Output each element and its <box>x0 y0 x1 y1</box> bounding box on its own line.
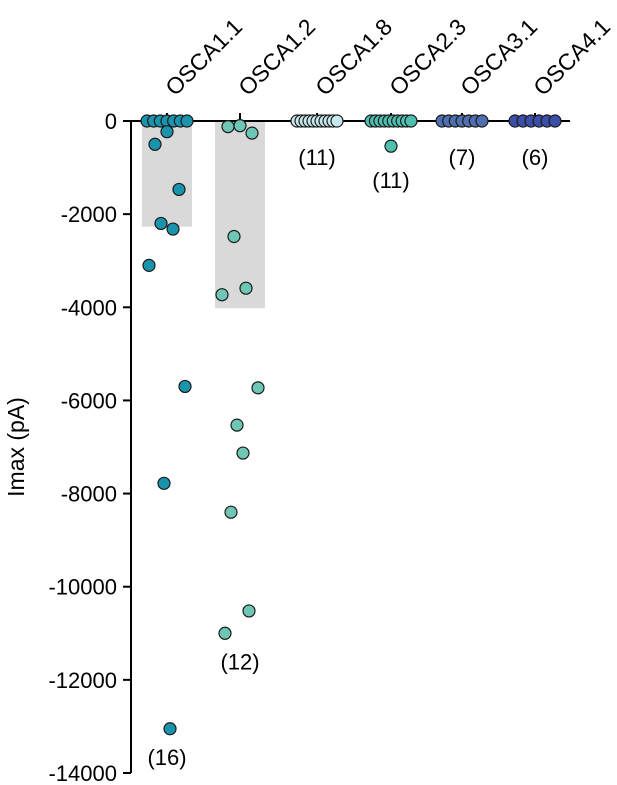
data-point <box>180 114 194 128</box>
data-point <box>227 229 241 244</box>
n-label: (6) <box>522 145 549 170</box>
y-tick-label: -4000 <box>61 295 117 320</box>
data-points <box>140 114 562 736</box>
y-tick-label: -12000 <box>48 668 117 693</box>
y-tick-label: -2000 <box>61 202 117 227</box>
data-point <box>242 604 256 618</box>
data-point <box>224 505 238 519</box>
data-point <box>218 626 232 640</box>
n-label: (12) <box>220 649 259 674</box>
data-point <box>215 288 229 302</box>
data-point <box>251 381 265 395</box>
labels: 0 -2000 -4000 -6000 -8000 -10000 -12000 -14000 O… <box>3 13 615 785</box>
mean-bar <box>215 121 265 309</box>
data-point <box>157 476 171 490</box>
mean-bars <box>142 121 416 309</box>
data-point <box>142 258 156 272</box>
data-point <box>475 114 489 128</box>
data-point <box>178 379 192 394</box>
data-point <box>404 114 418 128</box>
x-category-label: OSCA1.1 <box>160 13 247 100</box>
data-point <box>163 722 177 736</box>
data-point <box>233 119 247 133</box>
data-point <box>166 222 180 236</box>
data-point <box>172 182 186 197</box>
data-point <box>160 125 174 139</box>
data-point <box>154 216 168 231</box>
data-point <box>230 418 244 432</box>
n-label: (16) <box>147 745 186 770</box>
n-label: (7) <box>449 145 476 170</box>
data-point <box>548 114 562 128</box>
data-point <box>239 281 253 295</box>
data-point <box>236 446 250 460</box>
y-tick-label: -8000 <box>61 482 117 507</box>
x-category-label: OSCA1.2 <box>233 13 320 100</box>
data-point <box>330 114 344 128</box>
y-tick-label: 0 <box>105 109 117 134</box>
x-category-label: OSCA2.3 <box>384 13 471 100</box>
data-point <box>384 139 398 153</box>
n-label: (11) <box>298 145 336 170</box>
x-category-label: OSCA4.1 <box>528 13 615 100</box>
data-point <box>148 137 162 151</box>
n-label: (11) <box>372 168 410 193</box>
y-tick-label: -6000 <box>61 388 117 413</box>
y-tick-label: -14000 <box>48 761 117 785</box>
y-axis-title: Imax (pA) <box>3 397 29 497</box>
data-point <box>221 119 235 134</box>
x-category-label: OSCA3.1 <box>455 13 542 100</box>
data-point <box>245 126 259 140</box>
x-category-label: OSCA1.8 <box>310 13 397 100</box>
mean-bar <box>142 121 192 227</box>
y-tick-label: -10000 <box>48 575 117 600</box>
